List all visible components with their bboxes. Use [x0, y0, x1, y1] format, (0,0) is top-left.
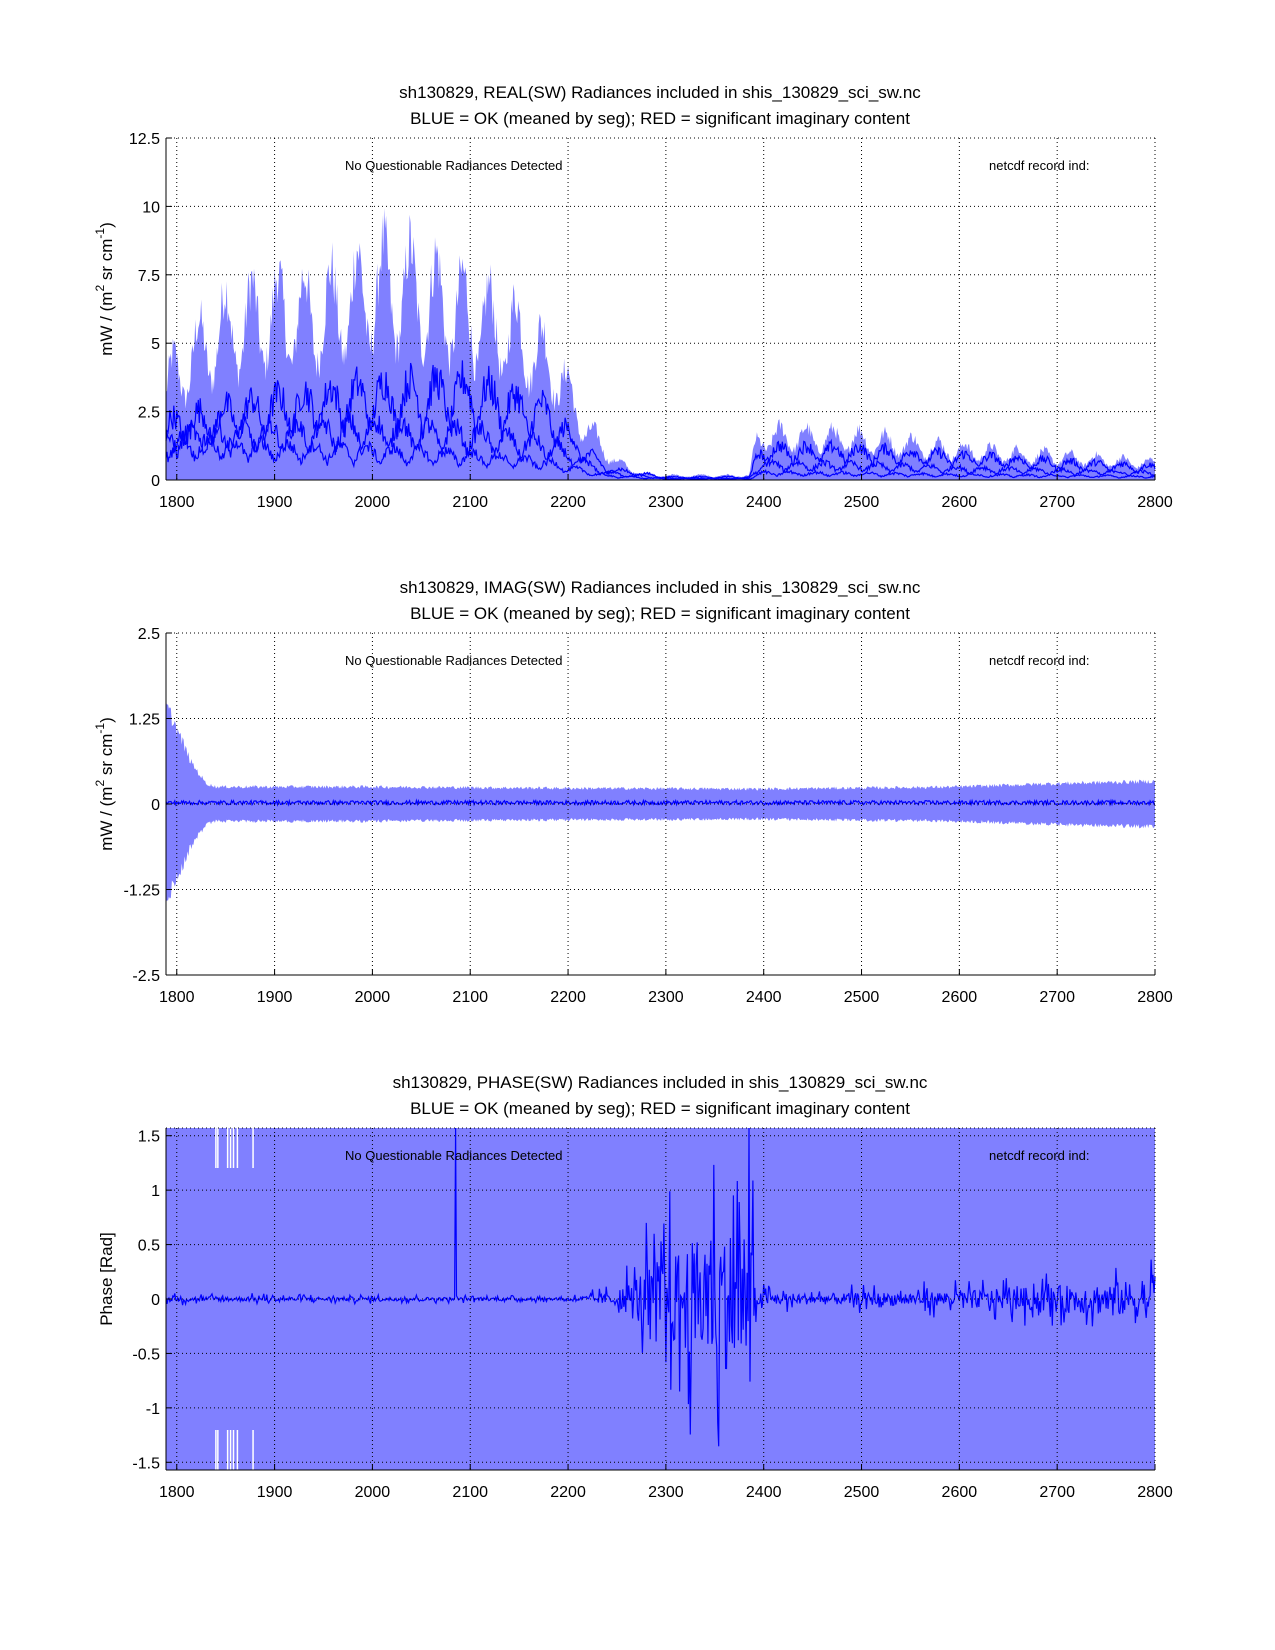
y-axis-label-part: ) — [97, 717, 116, 723]
annotation-record-index: netcdf record ind: — [989, 653, 1089, 668]
x-tick-label: 2400 — [746, 494, 782, 511]
x-tick-label: 1900 — [257, 494, 293, 511]
x-tick-label: 2200 — [550, 989, 586, 1006]
chart-title-line-1: sh130829, PHASE(SW) Radiances included i… — [393, 1073, 928, 1092]
y-axis-label-part: -1 — [93, 228, 107, 239]
chart-title-line-1: sh130829, IMAG(SW) Radiances included in… — [400, 578, 921, 597]
y-axis-label-part: mW / (m — [97, 292, 116, 356]
chart-panel-3: sh130829, PHASE(SW) Radiances included i… — [97, 1073, 1173, 1501]
x-tick-label: 2500 — [844, 494, 880, 511]
y-tick-label: 0.5 — [138, 1238, 160, 1255]
x-tick-label: 2400 — [746, 1484, 782, 1501]
y-axis-label-part: sr cm — [97, 734, 116, 780]
x-tick-label: 2100 — [452, 494, 488, 511]
envelope-fill — [166, 208, 1155, 481]
x-tick-label: 2600 — [942, 494, 978, 511]
y-tick-label: 2.5 — [138, 405, 160, 422]
x-tick-label: 1900 — [257, 989, 293, 1006]
annotation-record-index: netcdf record ind: — [989, 1148, 1089, 1163]
chart-title-line-2: BLUE = OK (meaned by seg); RED = signifi… — [410, 109, 910, 128]
y-tick-label: 7.5 — [138, 268, 160, 285]
x-tick-label: 1800 — [159, 989, 195, 1006]
x-tick-label: 2100 — [452, 1484, 488, 1501]
x-tick-label: 1800 — [159, 1484, 195, 1501]
annotation-status: No Questionable Radiances Detected — [345, 1148, 563, 1163]
x-tick-label: 2500 — [844, 989, 880, 1006]
x-tick-label: 1900 — [257, 1484, 293, 1501]
series-line-1 — [165, 1127, 1156, 1447]
chart-title-line-2: BLUE = OK (meaned by seg); RED = signifi… — [410, 1099, 910, 1118]
x-tick-label: 2700 — [1039, 494, 1075, 511]
y-tick-label: -1 — [146, 1401, 160, 1418]
series-line-3 — [165, 430, 1156, 481]
y-tick-label: 0 — [151, 797, 160, 814]
x-tick-label: 2200 — [550, 494, 586, 511]
annotation-status: No Questionable Radiances Detected — [345, 653, 563, 668]
x-tick-label: 2700 — [1039, 989, 1075, 1006]
x-tick-label: 2600 — [942, 1484, 978, 1501]
y-tick-label: 2.5 — [138, 626, 160, 643]
chart-panel-1: sh130829, REAL(SW) Radiances included in… — [93, 83, 1173, 511]
series-line-2 — [165, 411, 1156, 480]
x-tick-label: 2800 — [1137, 494, 1173, 511]
y-tick-label: -1.5 — [132, 1455, 160, 1472]
x-tick-label: 2400 — [746, 989, 782, 1006]
y-tick-label: 12.5 — [129, 131, 160, 148]
annotation-status: No Questionable Radiances Detected — [345, 158, 563, 173]
x-tick-label: 2200 — [550, 1484, 586, 1501]
y-axis-label-part: -1 — [93, 723, 107, 734]
x-tick-label: 2300 — [648, 989, 684, 1006]
x-tick-label: 2000 — [355, 989, 391, 1006]
x-tick-label: 2300 — [648, 1484, 684, 1501]
x-tick-label: 2300 — [648, 494, 684, 511]
y-tick-label: 1 — [151, 1183, 160, 1200]
chart-title-line-1: sh130829, REAL(SW) Radiances included in… — [399, 83, 921, 102]
x-tick-label: 2800 — [1137, 989, 1173, 1006]
y-axis-label: mW / (m2 sr cm-1) — [93, 717, 116, 851]
x-tick-label: 2600 — [942, 989, 978, 1006]
y-axis-label-part: ) — [97, 222, 116, 228]
y-axis-label-part: 2 — [93, 780, 107, 787]
x-tick-label: 2800 — [1137, 1484, 1173, 1501]
y-tick-label: 1.25 — [129, 712, 160, 729]
x-tick-label: 2000 — [355, 1484, 391, 1501]
y-tick-label: 0 — [151, 1292, 160, 1309]
y-axis-label-part: 2 — [93, 285, 107, 292]
x-tick-label: 2500 — [844, 1484, 880, 1501]
x-tick-label: 2100 — [452, 989, 488, 1006]
y-axis-label-part: Phase [Rad] — [97, 1232, 116, 1326]
y-tick-label: 5 — [151, 336, 160, 353]
y-axis-label: mW / (m2 sr cm-1) — [93, 222, 116, 356]
y-tick-label: 1.5 — [138, 1129, 160, 1146]
chart-panel-2: sh130829, IMAG(SW) Radiances included in… — [93, 578, 1173, 1006]
chart-title-line-2: BLUE = OK (meaned by seg); RED = signifi… — [410, 604, 910, 623]
y-axis-label-part: sr cm — [97, 239, 116, 285]
annotation-record-index: netcdf record ind: — [989, 158, 1089, 173]
y-tick-label: 10 — [142, 199, 160, 216]
y-tick-label: -0.5 — [132, 1346, 160, 1363]
x-tick-label: 2000 — [355, 494, 391, 511]
y-tick-label: 0 — [151, 473, 160, 490]
y-tick-label: -1.25 — [124, 883, 161, 900]
y-axis-label: Phase [Rad] — [97, 1232, 116, 1326]
y-tick-label: -2.5 — [132, 968, 160, 985]
x-tick-label: 2700 — [1039, 1484, 1075, 1501]
y-axis-label-part: mW / (m — [97, 787, 116, 851]
x-tick-label: 1800 — [159, 494, 195, 511]
